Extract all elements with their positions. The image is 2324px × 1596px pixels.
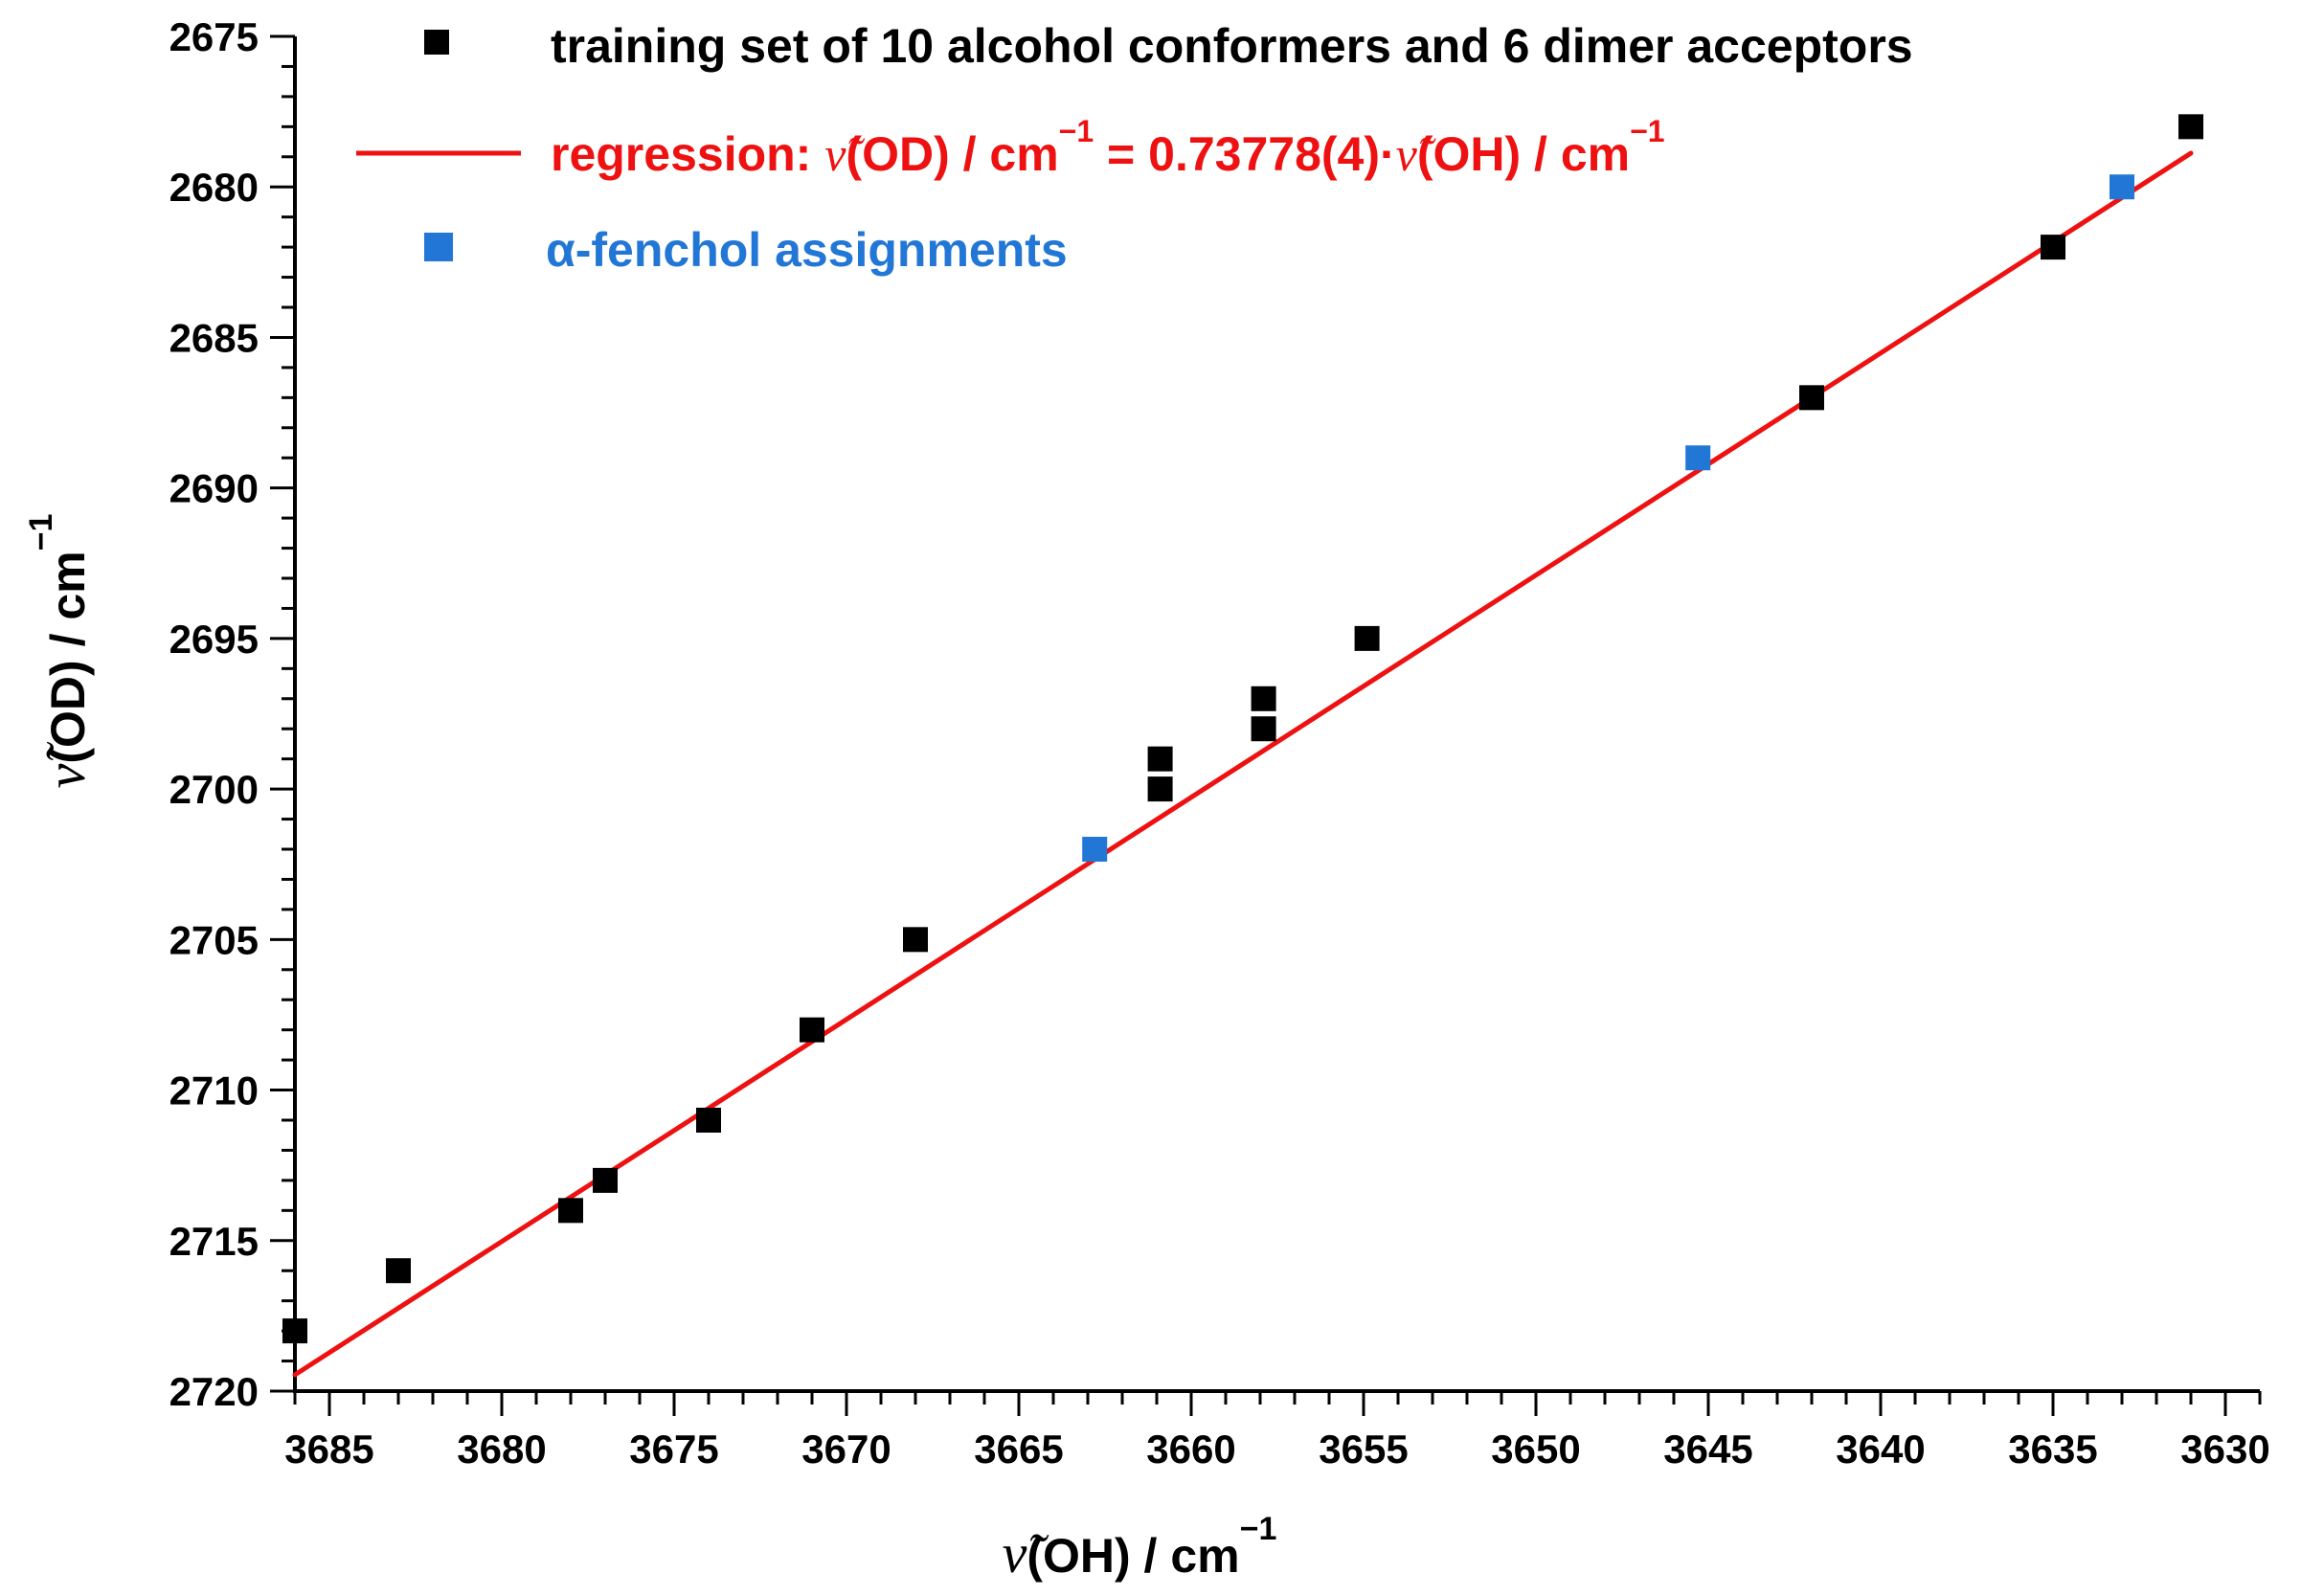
y-tick-label: 2705	[169, 917, 259, 962]
training-point	[386, 1258, 411, 1284]
training-point	[1354, 625, 1380, 651]
legend-marker-training	[424, 30, 449, 55]
training-point	[282, 1318, 307, 1344]
y-tick-label: 2680	[169, 165, 259, 210]
x-axis-title: ν̃(OH) / cm−1	[1003, 1511, 1277, 1585]
x-tick-label: 3645	[1663, 1427, 1752, 1472]
x-tick-label: 3680	[457, 1427, 546, 1472]
x-tick-label: 3665	[974, 1427, 1063, 1472]
x-tick-label: 3655	[1319, 1427, 1408, 1472]
training-point	[1251, 686, 1276, 711]
y-tick-label: 2700	[169, 767, 259, 812]
y-tick-label: 2675	[169, 14, 259, 59]
training-point	[558, 1198, 583, 1224]
legend: training set of 10 alcohol conformers an…	[356, 19, 1913, 277]
data-points	[282, 114, 2203, 1344]
training-point	[903, 927, 928, 953]
fenchol-point	[2110, 174, 2134, 200]
legend-label-fenchol: α-fenchol assignments	[546, 223, 1068, 277]
fenchol-point	[1685, 445, 1711, 471]
x-tick-label: 3635	[2008, 1427, 2097, 1472]
legend-label-training: training set of 10 alcohol conformers an…	[551, 19, 1913, 73]
y-tick-label: 2685	[169, 315, 259, 360]
x-tick-label: 3670	[801, 1427, 891, 1472]
x-tick-label: 3660	[1146, 1427, 1235, 1472]
training-point	[696, 1108, 721, 1133]
training-point	[1147, 776, 1173, 802]
training-point	[800, 1017, 824, 1043]
y-tick-label: 2715	[169, 1219, 259, 1264]
x-tick-label: 3630	[2180, 1427, 2269, 1472]
y-tick-label: 2710	[169, 1068, 259, 1113]
x-tick-label: 3640	[1836, 1427, 1925, 1472]
x-tick-label: 3685	[284, 1427, 373, 1472]
regression-line	[292, 150, 2194, 1378]
y-tick-label: 2690	[169, 466, 259, 511]
legend-label-regression: regression: ν̃(OD) / cm−1 = 0.73778(4)·ν…	[551, 114, 1665, 181]
y-axis-title: ν̃(OD) / cm−1	[23, 514, 97, 789]
x-tick-label: 3675	[629, 1427, 718, 1472]
y-tick-label: 2720	[169, 1369, 259, 1414]
fenchol-point	[1082, 837, 1108, 862]
training-point	[1799, 385, 1824, 411]
x-tick-label: 3650	[1491, 1427, 1580, 1472]
training-point	[1251, 716, 1276, 742]
y-tick-label: 2695	[169, 617, 259, 662]
training-point	[1147, 746, 1173, 772]
training-point	[2041, 235, 2065, 260]
tick-labels: 3685 3680 3675 3670 3665 3660 3655 3650 3645 3640…	[169, 14, 2270, 1472]
legend-marker-fenchol	[424, 233, 453, 261]
training-point	[2178, 114, 2203, 140]
training-point	[593, 1167, 618, 1193]
